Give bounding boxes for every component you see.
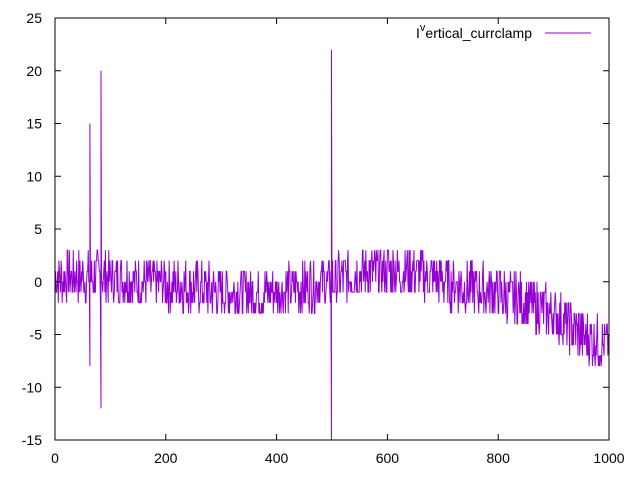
series-line [54, 49, 610, 441]
y-tick-label: 0 [34, 274, 42, 290]
legend: Ivertical_currclamp [416, 22, 591, 41]
y-tick-label: -15 [22, 432, 42, 448]
y-tick-label: 20 [26, 63, 42, 79]
legend-label: Ivertical_currclamp [416, 22, 532, 41]
legend-label-superscript: v [420, 22, 426, 34]
x-tick-label: 0 [51, 450, 59, 466]
series-layer [54, 49, 610, 441]
x-tick-label: 600 [376, 450, 400, 466]
y-tick-label: 25 [26, 10, 42, 26]
x-tick-label: 200 [154, 450, 178, 466]
x-tick-label: 400 [265, 450, 289, 466]
legend-label-main: I [416, 25, 420, 41]
y-tick-label: 10 [26, 168, 42, 184]
x-tick-label: 800 [487, 450, 511, 466]
axes-layer: 0 200 400 600 800 1000 -15 -10 -5 0 5 10 15 20 25 [22, 10, 625, 466]
y-tick-label: -10 [22, 379, 42, 395]
x-tick-label: 1000 [593, 450, 624, 466]
legend-label-rest: ertical_currclamp [425, 25, 532, 41]
y-tick-label: -5 [30, 327, 43, 343]
y-tick-label: 5 [34, 221, 42, 237]
y-tick-label: 15 [26, 116, 42, 132]
